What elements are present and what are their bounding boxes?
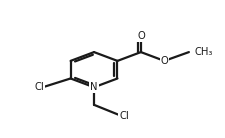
Text: Cl: Cl (119, 111, 128, 121)
Text: CH₃: CH₃ (194, 47, 212, 57)
Text: O: O (136, 31, 144, 41)
Text: O: O (160, 56, 167, 66)
Text: N: N (90, 82, 97, 92)
Text: Cl: Cl (34, 82, 44, 92)
